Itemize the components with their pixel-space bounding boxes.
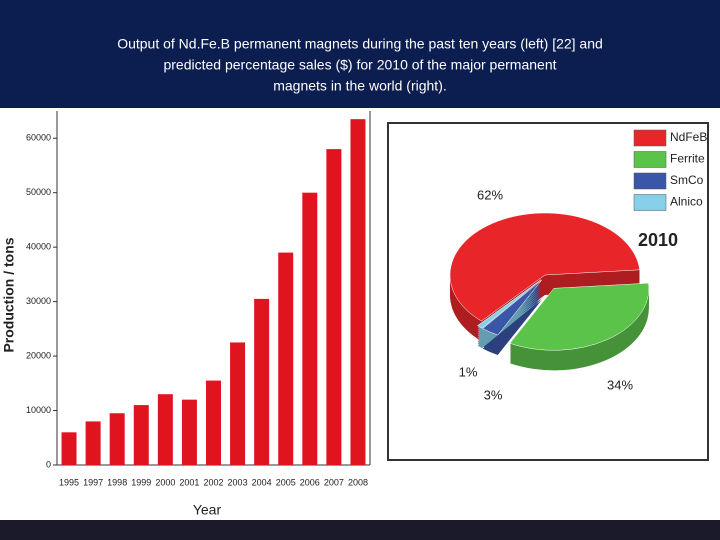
slice-label: 34% xyxy=(607,377,633,392)
slide-title: Output of Nd.Fe.B permanent magnets duri… xyxy=(117,36,603,52)
x-tick-label: 2007 xyxy=(324,477,344,487)
x-tick-label: 1995 xyxy=(59,477,79,487)
x-tick-label: 2008 xyxy=(348,477,368,487)
legend-label: NdFeB xyxy=(670,130,707,144)
slice-label: 3% xyxy=(484,387,503,402)
y-tick-label: 10000 xyxy=(26,405,51,415)
bar xyxy=(350,119,366,466)
bar xyxy=(230,342,246,465)
bar xyxy=(85,421,101,465)
bar xyxy=(278,252,294,465)
bar xyxy=(61,432,77,465)
pie-slice xyxy=(482,279,542,336)
pie-slice xyxy=(449,212,640,322)
x-axis-label: Year xyxy=(193,502,222,518)
legend-swatch xyxy=(633,129,667,147)
legend-swatch xyxy=(633,172,667,190)
y-axis-label: Production / tons xyxy=(1,237,17,352)
legend-label: Ferrite xyxy=(670,152,705,166)
slide-title: magnets in the world (right). xyxy=(273,78,447,94)
bar xyxy=(109,413,125,465)
slice-label: 62% xyxy=(477,187,503,202)
bar xyxy=(302,192,318,465)
header-band xyxy=(0,0,720,108)
x-tick-label: 1997 xyxy=(83,477,103,487)
bar xyxy=(133,405,149,465)
legend-label: SmCo xyxy=(670,173,704,187)
bar xyxy=(254,298,270,465)
x-tick-label: 2002 xyxy=(203,477,223,487)
bar xyxy=(157,394,173,465)
y-tick-label: 20000 xyxy=(26,350,51,360)
slide-title: predicted percentage sales ($) for 2010 … xyxy=(163,57,556,73)
legend-swatch xyxy=(633,194,667,211)
y-tick-label: 0 xyxy=(46,459,51,469)
bar xyxy=(326,149,342,465)
x-tick-label: 2000 xyxy=(155,477,175,487)
y-tick-label: 50000 xyxy=(26,187,51,197)
bar xyxy=(181,399,197,465)
x-tick-label: 2001 xyxy=(179,477,199,487)
legend-swatch xyxy=(633,151,667,168)
pie-slice xyxy=(509,282,650,351)
x-tick-label: 2004 xyxy=(252,477,272,487)
x-tick-label: 2005 xyxy=(276,477,296,487)
y-tick-label: 30000 xyxy=(26,296,51,306)
y-tick-label: 40000 xyxy=(26,242,51,252)
footer-band xyxy=(0,520,720,540)
legend-label: Alnico xyxy=(670,195,703,209)
y-tick-label: 60000 xyxy=(26,133,51,143)
x-tick-label: 1998 xyxy=(107,477,127,487)
x-tick-label: 2006 xyxy=(300,477,320,487)
bar xyxy=(206,380,221,465)
x-tick-label: 1999 xyxy=(131,477,151,487)
x-tick-label: 2003 xyxy=(228,477,248,487)
slice-label: 1% xyxy=(459,364,478,379)
pie-slice xyxy=(477,279,542,329)
pie-annotation: 2010 xyxy=(638,230,678,250)
